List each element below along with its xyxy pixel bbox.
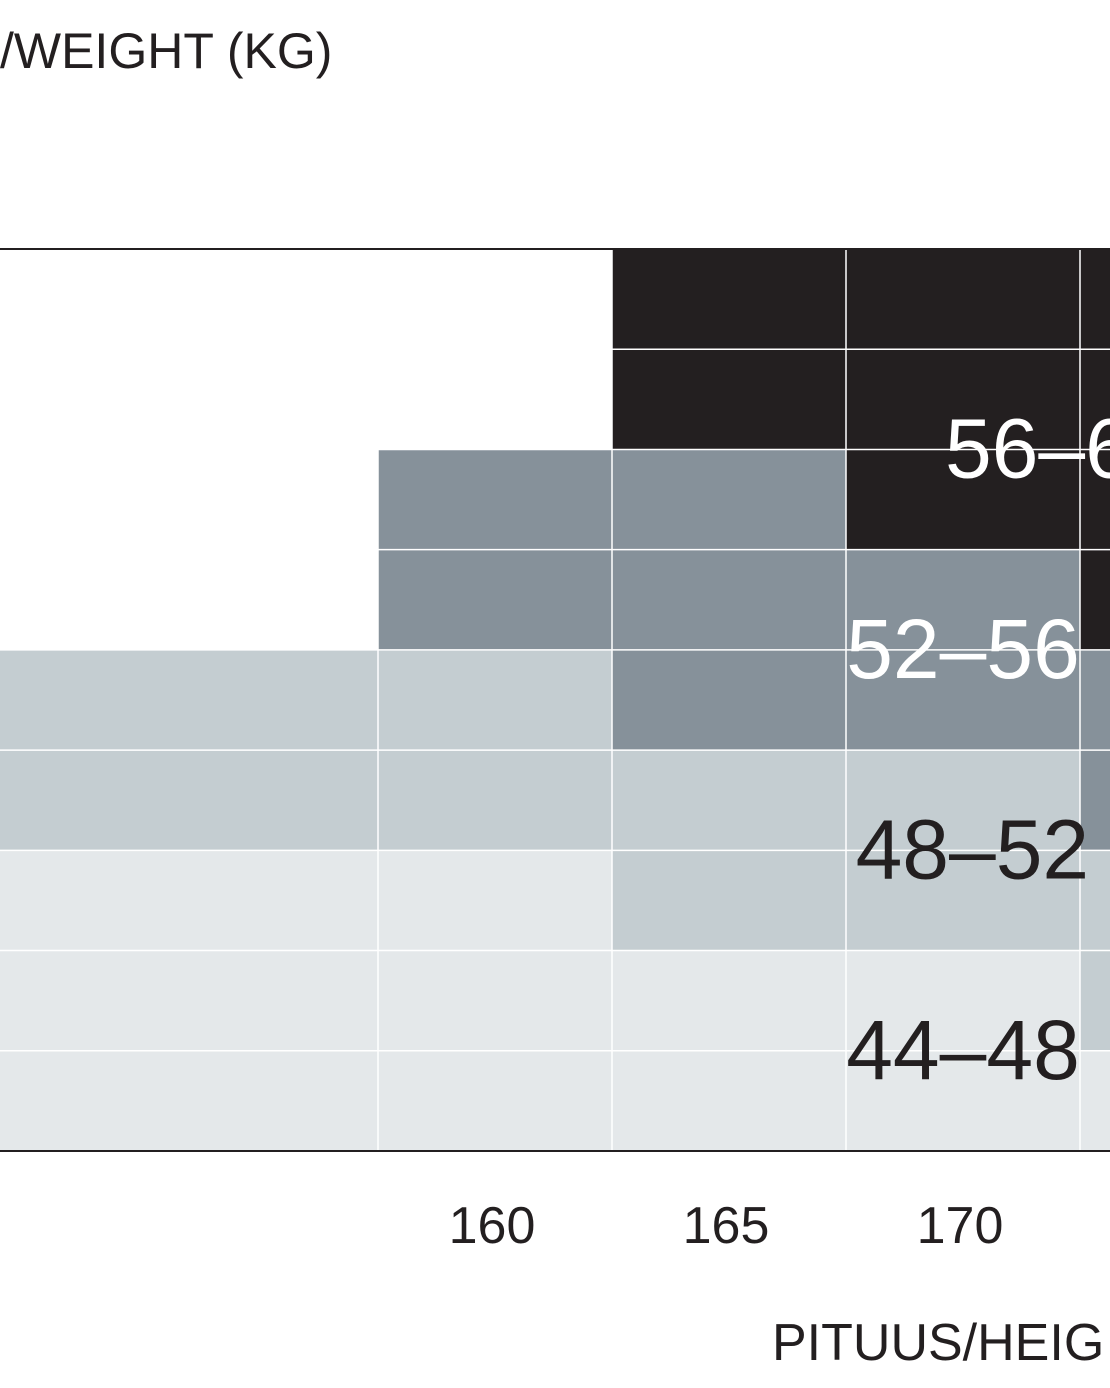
zone-label-2: 48–52 [856,802,1090,896]
grid-lines [0,249,1110,1151]
x-tick-170: 170 [917,1197,1004,1255]
zone-cell-1-1 [0,1050,378,1151]
zone-label-1: 44–48 [846,1003,1080,1097]
zone-cell-1-10 [846,950,1080,1051]
zone-cell-1-9 [846,1050,1080,1151]
zone-cell-1-6 [612,950,846,1051]
x-tick-160: 160 [449,1197,536,1255]
zone-cell-1-2 [378,1050,612,1151]
zone-cell-1-7 [378,850,612,951]
zone-cell-1-4 [0,950,378,1051]
zone-label-4: 56–6 [945,401,1110,495]
x-tick-165: 165 [683,1197,770,1255]
zone-cell-1-11 [1080,1050,1110,1151]
zone-label-3: 52–56 [846,602,1080,696]
zone-cell-1-3 [378,950,612,1051]
zone-cell-1-8 [0,850,378,951]
zone-labels: 44–48 48–52 52–56 56–6 [846,401,1110,1096]
zone-cell-1-5 [612,1050,846,1151]
x-axis-title: PITUUS/HEIG [772,1314,1104,1372]
y-axis-title: /WEIGHT (KG) [0,23,332,79]
zone-cell-3-2 [612,449,846,751]
axes [0,248,1110,1152]
x-tick-labels: 160165170175180 [449,1197,1004,1255]
zone-cell-4-2 [846,249,1080,550]
